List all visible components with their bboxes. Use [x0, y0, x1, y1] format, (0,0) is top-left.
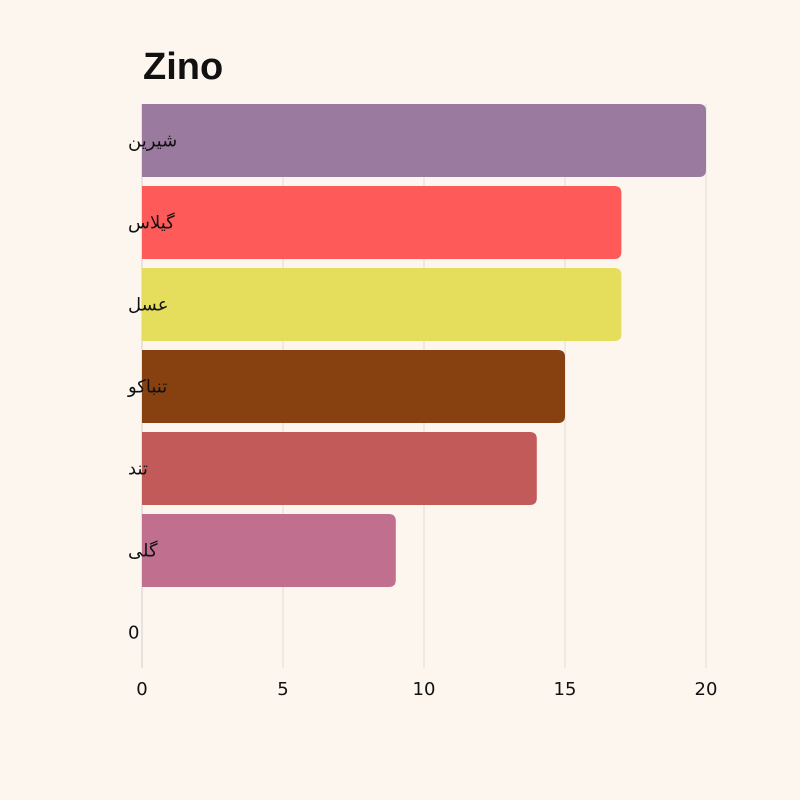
y-category-label: تنباکو: [127, 377, 167, 398]
y-category-label: تند: [128, 459, 148, 480]
label-layer: 0 5 10 15 20 شیرین گیلاس عسل تنباکو تند گلی 0: [127, 131, 717, 701]
y-category-label: عسل: [128, 295, 168, 316]
bar-5: [142, 514, 396, 587]
x-tick-label: 10: [413, 679, 436, 700]
y-category-label: گیلاس: [128, 212, 175, 234]
x-tick-label: 15: [554, 679, 577, 700]
bar-0: [142, 104, 706, 177]
y-category-label: گلی: [128, 540, 158, 562]
bar-1: [142, 186, 622, 259]
bar-2: [142, 268, 622, 341]
x-tick-label: 5: [277, 679, 288, 700]
bar-4: [142, 432, 537, 505]
bar-layer: [142, 104, 706, 587]
x-tick-label: 0: [136, 679, 147, 700]
chart-title: Zino: [143, 46, 224, 88]
y-category-label: 0: [128, 623, 139, 644]
y-category-label: شیرین: [128, 131, 177, 152]
bar-3: [142, 350, 565, 423]
x-tick-label: 20: [695, 679, 718, 700]
